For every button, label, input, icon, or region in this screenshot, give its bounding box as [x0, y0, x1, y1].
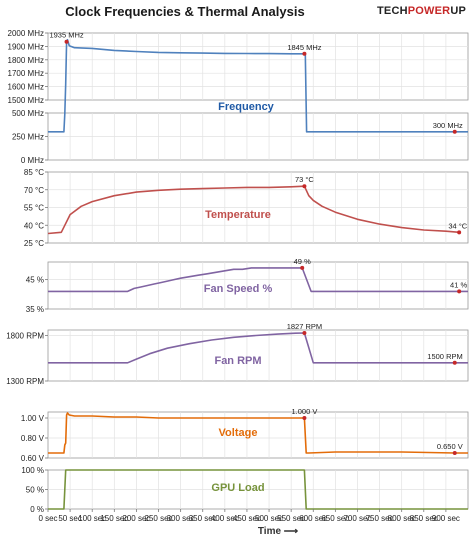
- x-tick-label: 900 sec: [432, 514, 460, 523]
- panel-temperature-y-tick-label: 70 °C: [24, 186, 44, 195]
- panel-fan-rpm-annotation-label: 1500 RPM: [427, 352, 462, 361]
- x-tick-label: 200 sec: [122, 514, 150, 523]
- x-tick-label: 150 sec: [100, 514, 128, 523]
- x-tick-label: 0 sec: [38, 514, 57, 523]
- x-tick-label: 850 sec: [410, 514, 438, 523]
- panel-frequency-y-tick-label: 2000 MHz: [8, 29, 44, 38]
- panel-frame-0-0: [47, 32, 469, 101]
- logo-up: UP: [450, 5, 466, 17]
- panel-voltage-annotation-label: 1.000 V: [291, 407, 317, 416]
- x-tick-label: 550 sec: [277, 514, 305, 523]
- techpowerup-logo: TECHPOWERUP: [377, 5, 466, 17]
- panel-fan-speed-series-line: [48, 267, 468, 293]
- panel-gpu-load-y-tick-label: 50 %: [26, 486, 44, 495]
- panel-fan-speed-title: Fan Speed %: [204, 283, 273, 295]
- panel-frequency-annotation-label: 300 MHz: [433, 121, 463, 130]
- panel-fan-rpm-y-tick-label: 1800 RPM: [6, 331, 44, 340]
- panel-frequency-annotation-marker: [452, 129, 457, 134]
- panel-temperature-y-tick-label: 55 °C: [24, 204, 44, 213]
- panel-temperature-y-tick-label: 40 °C: [24, 221, 44, 230]
- x-tick-label: 50 sec: [58, 514, 82, 523]
- x-tick-label: 600 sec: [299, 514, 327, 523]
- panel-gpu-load-y-tick-label: 0 %: [30, 505, 44, 514]
- x-tick-label: 750 sec: [366, 514, 394, 523]
- x-tick-label: 500 sec: [255, 514, 283, 523]
- panel-voltage-title: Voltage: [219, 427, 258, 439]
- panel-temperature-y-tick-label: 25 °C: [24, 239, 44, 248]
- panel-voltage-annotation-marker: [302, 416, 307, 420]
- panel-fan-rpm-annotation-marker: [452, 360, 457, 365]
- x-tick-label: 650 sec: [321, 514, 349, 523]
- panel-frequency-y-tick-label: 1800 MHz: [8, 56, 44, 65]
- x-tick-label: 100 sec: [78, 514, 106, 523]
- panel-gpu-load-title: GPU Load: [211, 482, 264, 494]
- x-axis-label: Time ⟶: [258, 526, 299, 537]
- x-tick-label: 800 sec: [388, 514, 416, 523]
- panel-voltage-annotation-marker: [452, 451, 457, 455]
- panel-voltage-y-tick-label: 0.60 V: [21, 454, 45, 463]
- x-tick-label: 300 sec: [167, 514, 195, 523]
- panel-frequency-title: Frequency: [218, 101, 275, 113]
- panel-temperature-annotation-label: 34 °C: [448, 221, 467, 230]
- x-tick-label: 450 sec: [233, 514, 261, 523]
- panel-frequency-annotation-marker: [302, 51, 307, 56]
- panel-temperature-series-line: [47, 185, 460, 235]
- panel-frequency-y-tick-label: 250 MHz: [12, 133, 44, 142]
- panel-frame-2: [47, 261, 469, 310]
- x-tick-label: 250 sec: [145, 514, 173, 523]
- panel-frequency-y-tick-label: 1700 MHz: [8, 69, 44, 78]
- panel-frequency-y-tick-label: 1500 MHz: [8, 96, 44, 105]
- panel-voltage-annotation-label: 0.650 V: [437, 442, 463, 451]
- panel-temperature-y-tick-label: 85 °C: [24, 168, 44, 177]
- panel-gpu-load-series-line: [48, 469, 468, 510]
- x-tick-label: 700 sec: [343, 514, 371, 523]
- panel-fan-speed-annotation-label: 49 %: [294, 257, 311, 266]
- panel-frequency-y-tick-label: 500 MHz: [12, 109, 44, 118]
- panel-frequency-annotation-label: 1935 MHz: [49, 31, 83, 40]
- panel-frame-3: [47, 329, 469, 382]
- panel-fan-speed-y-tick-label: 45 %: [26, 276, 44, 285]
- panel-fan-speed-annotation-marker: [457, 289, 462, 294]
- panel-fan-rpm-series-line: [48, 332, 468, 364]
- panel-gpu-load-y-tick-label: 100 %: [21, 466, 44, 475]
- panel-frame-4: [47, 411, 469, 459]
- panel-voltage-series-line: [48, 412, 468, 454]
- chart-title: Clock Frequencies & Thermal Analysis: [65, 4, 305, 19]
- panel-fan-speed-annotation-label: 41 %: [450, 280, 467, 289]
- x-tick-label: 350 sec: [189, 514, 217, 523]
- panel-frequency-annotation-label: 1845 MHz: [287, 43, 321, 52]
- panel-fan-rpm-annotation-label: 1827 RPM: [287, 322, 322, 331]
- panel-temperature-annotation-marker: [457, 230, 462, 235]
- panel-voltage-y-tick-label: 1.00 V: [21, 414, 45, 423]
- panel-frequency-y-tick-label: 1900 MHz: [8, 42, 44, 51]
- panel-fan-rpm-annotation-marker: [302, 331, 307, 336]
- logo-power: POWER: [407, 5, 451, 17]
- panel-temperature-annotation-label: 73 °C: [295, 175, 314, 184]
- panel-fan-rpm-title: Fan RPM: [214, 355, 261, 367]
- panel-temperature-annotation-marker: [302, 184, 307, 189]
- panel-temperature-title: Temperature: [205, 209, 271, 221]
- panel-frequency-annotation-marker: [64, 39, 69, 44]
- x-tick-label: 400 sec: [211, 514, 239, 523]
- panel-frequency-y-tick-label: 0 MHz: [21, 156, 44, 165]
- panel-frequency-y-tick-label: 1600 MHz: [8, 83, 44, 92]
- panel-fan-speed-annotation-marker: [300, 265, 305, 270]
- panel-fan-rpm-y-tick-label: 1300 RPM: [6, 377, 44, 386]
- panel-fan-speed-y-tick-label: 35 %: [26, 305, 44, 314]
- logo-tech: TECH: [377, 5, 408, 17]
- panel-voltage-y-tick-label: 0.80 V: [21, 434, 45, 443]
